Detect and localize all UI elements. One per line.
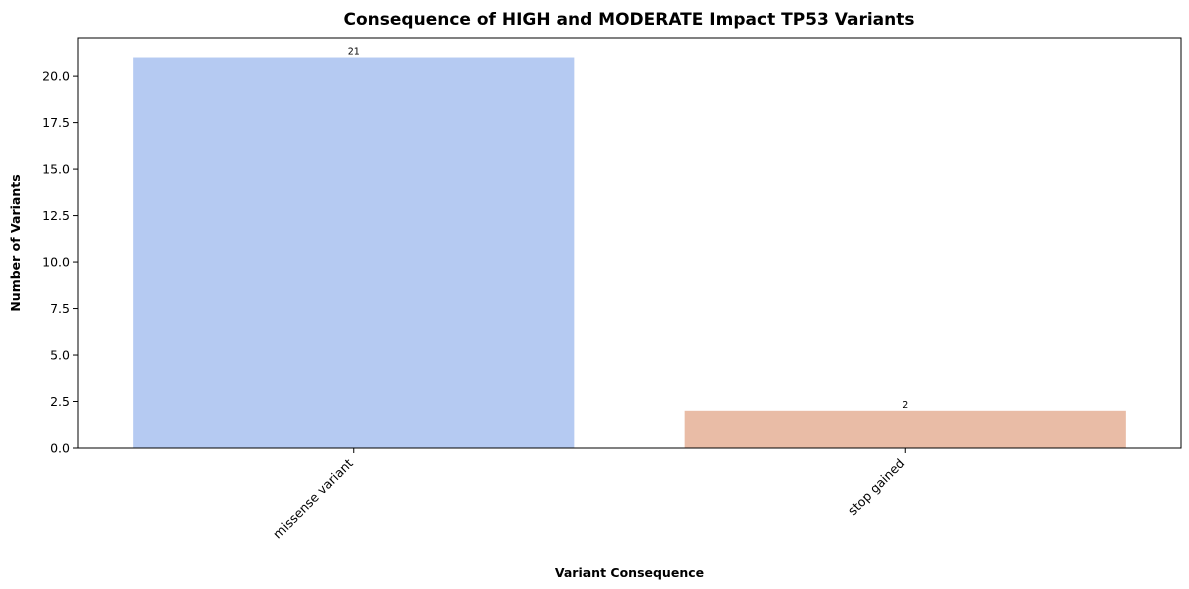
y-tick-label: 5.0 xyxy=(50,348,70,363)
x-axis-label: Variant Consequence xyxy=(555,565,704,580)
data-label: 2 xyxy=(902,400,908,411)
x-tick-label: stop gained xyxy=(845,456,908,519)
bars-group xyxy=(133,57,1126,449)
data-label: 21 xyxy=(348,47,360,58)
y-tick-label: 0.0 xyxy=(50,441,70,456)
y-tick-label: 10.0 xyxy=(42,255,70,270)
data-labels-group: 21 2 xyxy=(348,47,909,411)
bar-missense-variant xyxy=(133,57,575,449)
y-tick-label: 2.5 xyxy=(50,394,70,409)
y-tick-label: 7.5 xyxy=(50,301,70,316)
y-axis-label: Number of Variants xyxy=(8,174,23,311)
bar-stop-gained xyxy=(684,410,1126,448)
x-tick-label: missense variant xyxy=(270,455,356,541)
y-axis: 0.0 2.5 5.0 7.5 10.0 12.5 15.0 17.5 20.0 xyxy=(42,69,78,456)
y-tick-label: 17.5 xyxy=(42,115,70,130)
plot-frame xyxy=(77,37,1182,449)
y-tick-label: 12.5 xyxy=(42,208,70,223)
x-axis: missense variant stop gained xyxy=(270,448,908,542)
y-tick-label: 20.0 xyxy=(42,69,70,84)
chart-title: Consequence of HIGH and MODERATE Impact … xyxy=(344,10,915,30)
y-tick-label: 15.0 xyxy=(42,162,70,177)
